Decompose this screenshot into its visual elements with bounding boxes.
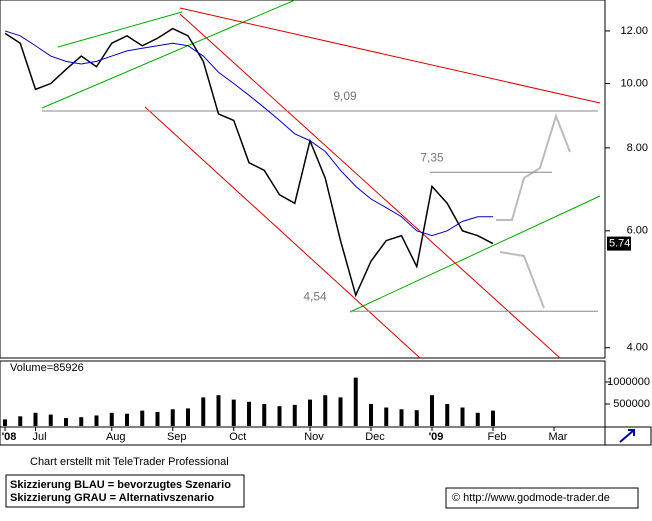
y-tick-label: 6.00 [627,225,648,237]
x-tick-label: Sep [167,431,187,443]
x-tick-label: Feb [488,431,507,443]
volume-bar [125,413,129,426]
volume-bar [170,409,175,426]
volume-label: Volume=85926 [10,362,84,374]
trend-channel [57,11,183,48]
volume-bar [79,417,84,426]
y-tick-label: 12.00 [620,25,648,37]
volume-tick-label: 1000000 [607,376,650,388]
volume-bar [33,412,38,426]
x-tick-label: Nov [304,431,324,443]
legend-line: Skizzierung BLAU = bevorzugtes Szenario [10,479,231,491]
resistance-line [179,7,601,104]
y-tick-label: 10.00 [620,77,648,89]
x-tick-label: Aug [106,431,126,443]
volume-bar [369,404,373,426]
x-tick-label: '08 [2,431,17,443]
support-line [349,195,601,313]
volume-bar [155,411,160,426]
y-tick-label: 4.00 [627,342,648,354]
volume-bar [109,412,114,426]
x-tick-label: Oct [229,431,246,443]
volume-bar [460,407,465,426]
last-price-label: 5.74 [609,237,630,249]
x-tick-label: Dec [365,431,385,443]
credit: Chart erstellt mit TeleTrader Profession… [30,456,229,468]
volume-bar [64,418,68,426]
volume-panel [0,360,606,428]
volume-bar [308,399,312,426]
volume-bar [491,410,495,426]
price-line [4,27,494,298]
level-label: 4,54 [303,289,327,303]
volume-bar [201,397,206,426]
volume-bar [18,416,23,426]
volume-bar [445,404,450,426]
volume-bar [262,404,267,426]
price-line [4,30,493,237]
volume-bar [399,409,404,426]
volume-bar [277,406,282,426]
source-box [445,487,639,509]
volume-bar [475,412,480,426]
x-tick-label: Mar [549,431,568,443]
last-price-tag [607,236,631,251]
volume-bar [338,397,343,426]
volume-bar [384,407,389,426]
volume-bar [48,414,53,426]
scenario-down [499,251,545,309]
volume-tick-label: 500000 [613,398,650,410]
volume-bar [353,377,358,426]
price-panel [0,0,606,359]
volume-bar [414,410,419,426]
x-tick-label: Jul [32,431,46,443]
legend-line: Skizzierung GRAU = Alternativszenario [10,492,214,504]
level-label: 7,35 [420,150,444,164]
volume-bar [3,419,7,426]
volume-bar [216,395,221,426]
scenario-up [496,112,571,221]
date-axis [0,426,606,446]
volume-bar [140,410,145,426]
x-tick-label: '09 [429,431,444,443]
trend-channel [41,0,296,109]
level-label: 9,09 [333,89,357,103]
tool-icon[interactable] [619,429,635,443]
volume-bar [231,399,236,426]
volume-bar [247,401,251,426]
source[interactable]: © http://www.godmode-trader.de [452,492,610,504]
y-tick-label: 8.00 [627,142,648,154]
volume-bar [323,395,328,426]
volume-bar [186,408,190,426]
down-channel [144,106,421,359]
volume-bar [430,395,434,426]
down-channel [179,13,561,359]
volume-bar [292,404,297,426]
volume-bar [94,415,99,426]
legend-box [5,474,245,508]
